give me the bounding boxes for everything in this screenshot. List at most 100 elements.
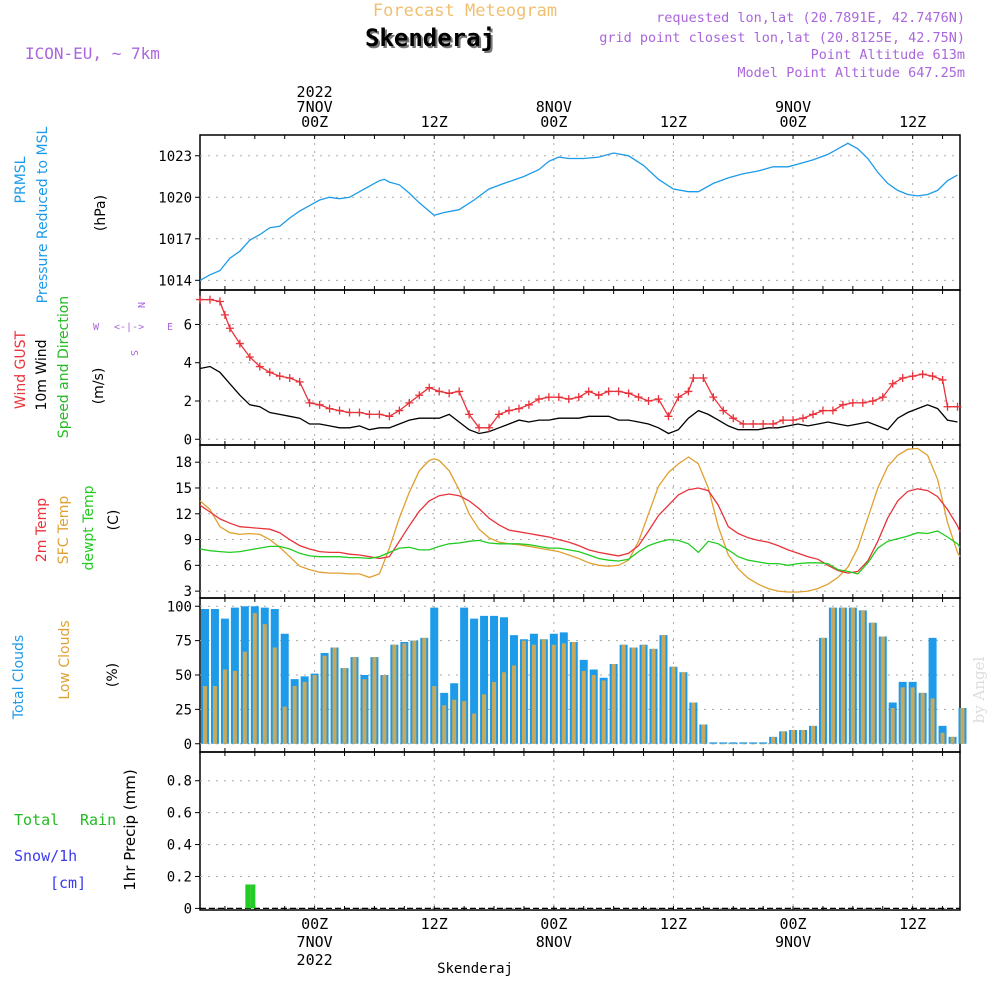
gust-marker [455,387,464,396]
gust-marker [868,396,877,405]
sfc-label: SFC Temp [56,496,72,565]
low-cloud-bar [482,694,487,744]
gust-marker [425,383,434,392]
y-tick-label: 0 [184,737,192,753]
requested-coords: requested lon,lat (20.7891E, 42.7476N) [656,10,965,26]
pressure-line [199,142,958,281]
gust-marker [739,419,748,428]
gust-marker [709,393,718,402]
legend-total: Total [14,811,59,829]
wind10-label: 10m Wind [34,339,50,410]
gust-marker [749,419,758,428]
low-cloud-bar [492,681,497,744]
low-cloud-bar [571,642,576,744]
cloud-label-group: Total Clouds Low Clouds (%) [11,620,121,720]
bottom-time-label: 12Z [660,915,687,933]
low-cloud-bar [701,724,706,744]
low-cloud-bar [511,665,516,744]
gust-marker [255,362,264,371]
gust-marker [285,374,294,383]
gust-marker [325,404,334,413]
gust-marker [220,310,229,319]
low-cloud-bar [880,636,885,744]
y-tick-label: 1023 [158,149,192,165]
low-cloud-bar [920,692,925,744]
low-cloud-bar [282,706,287,744]
y-tick-label: 1020 [158,190,192,206]
wind-speed-line [199,365,958,435]
gust-marker [584,387,593,396]
compass-n: N [135,302,146,308]
gust-marker [574,393,583,402]
total-cloud-bar [719,742,728,744]
low-cloud-bar [940,732,945,744]
bottom-time-label: 12Z [421,915,448,933]
gust-marker [759,419,768,428]
total-cloud-bar [490,615,499,744]
low-cloud-bar [332,647,337,744]
temp-label-group: 2m Temp SFC Temp dewpt Temp (C) [34,485,122,570]
gust-marker [888,379,897,388]
low-cloud-bar [591,675,596,744]
pressure-label-group: PRMSL Pressure Reduced to MSL (hPa) [13,126,109,303]
low-cloud-bar [691,702,696,744]
low-cloud-bar [751,743,756,745]
rain-bar [250,884,256,909]
top-time-label: 00Z [780,113,807,131]
legend-rain: Rain [80,811,116,829]
gust-marker [295,377,304,386]
gust-marker [719,406,728,415]
dewpt-label: dewpt Temp [81,485,97,570]
y-tick-label: 6 [184,558,192,574]
gust-marker [435,387,444,396]
gust-line [200,298,958,429]
page-title: Skenderaj [365,24,495,52]
compass-e: E [167,322,173,333]
top-time-label: 00Z [540,113,567,131]
low-cloud-bar [840,607,845,744]
bottom-time-label: 8NOV [536,933,572,951]
footer-location: Skenderaj [437,961,513,977]
gust-marker [918,370,927,379]
pressure-unit: (hPa) [93,195,109,231]
gust-marker [624,389,633,398]
gust-marker [789,416,798,425]
bottom-time-label: 7NOV [297,933,333,951]
top-time-label: 7NOV [297,98,333,116]
gust-marker [818,406,827,415]
low-cloud-bar [820,637,825,744]
gust-marker [928,372,937,381]
y-tick-label: 0 [184,901,192,917]
gust-marker [858,398,867,407]
gust-marker [779,416,788,425]
gust-marker [215,297,224,306]
compass-w: W [93,322,100,333]
low-cloud-bar [771,736,776,744]
low-cloud-bar [731,743,736,745]
gust-marker [664,412,673,421]
low-cloud-bar [900,687,905,744]
total-cloud-bar [928,637,937,744]
gust-marker [415,391,424,400]
gust-marker [908,372,917,381]
precip-ylabel: 1hr Precip (mm) [121,769,139,890]
gust-marker [225,324,234,333]
low-cloud-bar [910,687,915,744]
low-cloud-bar [372,657,377,744]
y-tick-label: 3 [184,584,192,600]
top-time-label: 2022 [297,83,333,101]
low-cloud-bar [521,640,526,744]
total-cloud-label: Total Clouds [11,635,27,720]
low-cloud-bar [202,686,207,744]
gust-marker [808,410,817,419]
top-time-label: 12Z [421,113,448,131]
gust-marker [504,406,513,415]
point-altitude: Point Altitude 613m [811,47,965,63]
gust-marker [953,402,962,411]
gust-marker [594,391,603,400]
low-cloud-bar [272,647,277,744]
low-cloud-bar [392,644,397,744]
low-cloud-bar [342,668,347,744]
low-cloud-bar [681,672,686,744]
legend-cm: [cm] [50,874,86,892]
